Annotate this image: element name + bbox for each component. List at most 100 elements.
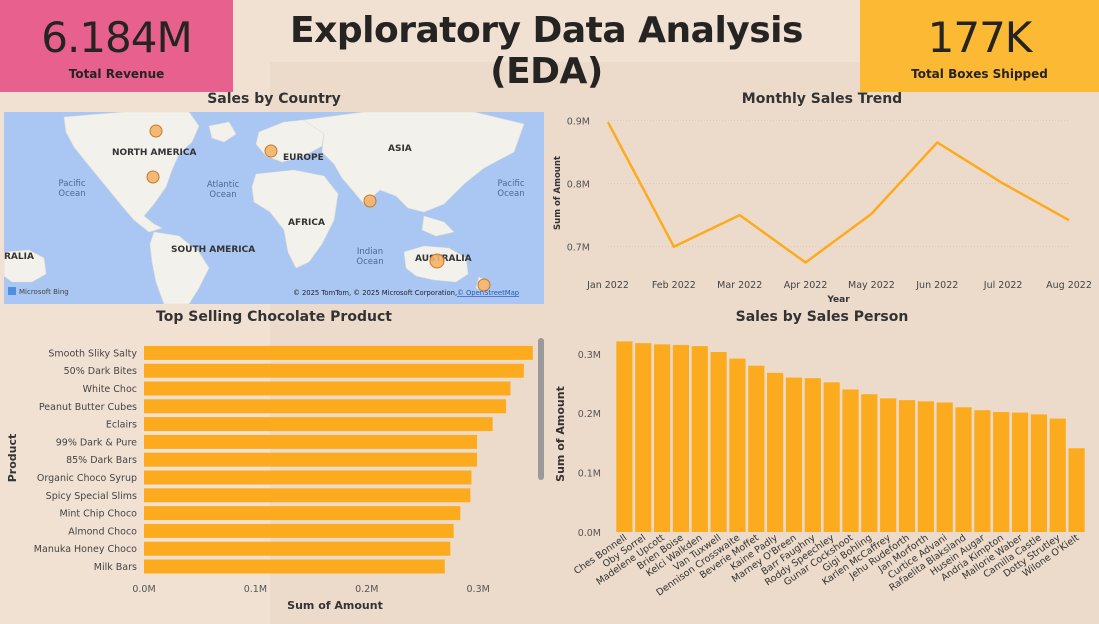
line-point-mar-2022 xyxy=(738,213,742,217)
vbar-rafaelita-blaksland xyxy=(955,407,972,532)
hbar-peanut-butter-cubes xyxy=(144,399,507,414)
hbar-xtick-0-0m: 0.0M xyxy=(132,584,155,595)
hbar-label-50-dark-bites: 50% Dark Bites xyxy=(64,366,137,377)
vbar-wilone-o-kielt xyxy=(1068,448,1085,532)
hbar-white-choc xyxy=(144,381,511,396)
label-pacific-east-1: Pacific xyxy=(497,179,524,189)
label-australia-west: RALIA xyxy=(4,252,34,262)
map-bubble-canada[interactable] xyxy=(149,124,163,138)
map-bubble-india[interactable] xyxy=(363,194,377,208)
vbar-kelci-walkden xyxy=(691,346,708,532)
vbar-ytick-0-1m: 0.1M xyxy=(578,469,601,480)
line-point-apr-2022 xyxy=(804,261,808,265)
bing-label: Microsoft Bing xyxy=(19,288,69,296)
label-pacific-east-2: Ocean xyxy=(497,189,524,199)
total-boxes-value: 177K xyxy=(927,13,1033,62)
vbar-andria-kimpton xyxy=(993,412,1010,532)
hbar-label-eclairs: Eclairs xyxy=(106,420,137,431)
vbar-husein-augar xyxy=(974,410,991,532)
hbar-label-mint-chip-choco: Mint Chip Choco xyxy=(60,509,138,520)
hbar-label-85-dark-bars: 85% Dark Bars xyxy=(66,455,137,466)
vbar-kaine-padly xyxy=(767,372,784,532)
hbar-xlabel: Sum of Amount xyxy=(287,599,383,612)
vbar-chart-title: Sales by Sales Person xyxy=(735,309,909,325)
map-attribution-link[interactable]: © OpenStreetMap xyxy=(457,289,519,297)
monthly-sales-line-chart[interactable]: 0.7M 0.8M 0.9M Jan 2022 Feb 2022 Mar 2022 Apr … xyxy=(548,108,1099,308)
line-xtick-feb-2022: Feb 2022 xyxy=(652,280,696,291)
vbar-beverie-moffet xyxy=(748,365,765,532)
hbar-xtick-0-2m: 0.2M xyxy=(355,584,378,595)
vbar-van-tuxwell xyxy=(710,352,727,532)
vbar-dennison-crosswaite xyxy=(729,358,746,532)
label-europe: EUROPE xyxy=(283,153,324,163)
hbar-eclairs xyxy=(144,417,493,432)
total-boxes-label: Total Boxes Shipped xyxy=(911,67,1048,81)
vbar-dotty-strutley xyxy=(1049,418,1066,532)
total-revenue-card[interactable]: 6.184M Total Revenue xyxy=(0,0,233,92)
map-bubble-uk[interactable] xyxy=(264,144,278,158)
line-ytick-0-7m: 0.7M xyxy=(567,243,590,254)
hbar-manuka-honey-choco xyxy=(144,541,451,556)
label-africa: AFRICA xyxy=(288,218,325,228)
vbar-ylabel: Sum of Amount xyxy=(554,386,567,482)
hbar-label-smooth-sliky-salty: Smooth Sliky Salty xyxy=(48,348,137,359)
label-north-america: NORTH AMERICA xyxy=(112,148,196,158)
vbar-jehu-rudeforth xyxy=(898,400,916,532)
hbar-smooth-sliky-salty xyxy=(144,345,533,360)
line-xtick-jan-2022: Jan 2022 xyxy=(586,280,629,291)
map-bubble-australia[interactable] xyxy=(429,253,445,269)
hbar-organic-choco-syrup xyxy=(144,470,472,485)
vbar-jan-morforth xyxy=(917,401,934,532)
line-point-feb-2022 xyxy=(672,245,676,249)
line-point-may-2022 xyxy=(869,212,873,216)
line-point-jul-2022 xyxy=(1001,182,1005,186)
line-chart-title: Monthly Sales Trend xyxy=(741,91,903,107)
product-chart-scrollbar[interactable] xyxy=(538,338,544,480)
line-ytick-0-8m: 0.8M xyxy=(567,180,590,191)
hbar-label-organic-choco-syrup: Organic Choco Syrup xyxy=(37,473,137,484)
page-title: Exploratory Data Analysis (EDA) xyxy=(290,10,803,92)
total-boxes-card[interactable]: 177K Total Boxes Shipped xyxy=(860,0,1099,92)
vbar-curtice-advani xyxy=(936,402,953,532)
vbar-camilla-castle xyxy=(1030,414,1048,532)
hbar-label-peanut-butter-cubes: Peanut Butter Cubes xyxy=(39,402,137,413)
hbar-xtick-0-3m: 0.3M xyxy=(467,584,490,595)
hbar-label-white-choc: White Choc xyxy=(83,384,137,395)
label-asia: ASIA xyxy=(388,144,412,154)
hbar-milk-bars xyxy=(144,559,445,574)
label-indian-2: Ocean xyxy=(356,257,383,267)
line-series-path xyxy=(606,121,1070,264)
hbar-xtick-0-1m: 0.1M xyxy=(244,584,267,595)
vbar-karlen-mccaffrey xyxy=(880,398,897,532)
map-bubble-usa[interactable] xyxy=(146,170,160,184)
map-bubble-new-zealand[interactable] xyxy=(477,278,491,292)
line-point-jun-2022 xyxy=(935,140,939,144)
line-xtick-mar-2022: Mar 2022 xyxy=(717,280,762,291)
label-south-america: SOUTH AMERICA xyxy=(171,245,255,255)
label-atlantic-2: Ocean xyxy=(209,190,236,200)
hbar-label-spicy-special-slims: Spicy Special Slims xyxy=(46,491,137,502)
label-pacific-west-1: Pacific xyxy=(58,179,85,189)
hbar-50-dark-bites xyxy=(144,363,524,378)
line-xlabel: Year xyxy=(826,295,850,305)
line-ytick-0-9m: 0.9M xyxy=(567,116,590,127)
vbar-ytick-0-0m: 0.0M xyxy=(578,528,601,539)
vbar-madelene-upcott xyxy=(653,344,671,532)
hbar-label-99-dark-pure: 99% Dark & Pure xyxy=(56,437,137,448)
line-xtick-jun-2022: Jun 2022 xyxy=(915,280,958,291)
total-revenue-label: Total Revenue xyxy=(68,67,165,81)
top-products-bar-chart[interactable]: Smooth Sliky Salty 50% Dark Bites White Ch… xyxy=(0,330,545,624)
hbar-chart-title: Top Selling Chocolate Product xyxy=(156,309,392,325)
hbar-label-milk-bars: Milk Bars xyxy=(94,562,137,573)
vbar-oby-sorrel xyxy=(635,343,652,532)
vbar-roddy-speechley xyxy=(823,382,840,532)
hbar-ylabel: Product xyxy=(6,434,19,483)
hbar-99-dark-pure xyxy=(144,434,478,449)
line-point-aug-2022 xyxy=(1067,218,1071,222)
vbar-marney-o-breen xyxy=(785,377,803,532)
total-revenue-value: 6.184M xyxy=(41,13,192,62)
hbar-label-manuka-honey-choco: Manuka Honey Choco xyxy=(34,544,137,555)
sales-by-country-map[interactable]: NORTH AMERICA EUROPE ASIA AFRICA SOUTH A… xyxy=(4,112,544,304)
label-atlantic-1: Atlantic xyxy=(207,180,240,190)
